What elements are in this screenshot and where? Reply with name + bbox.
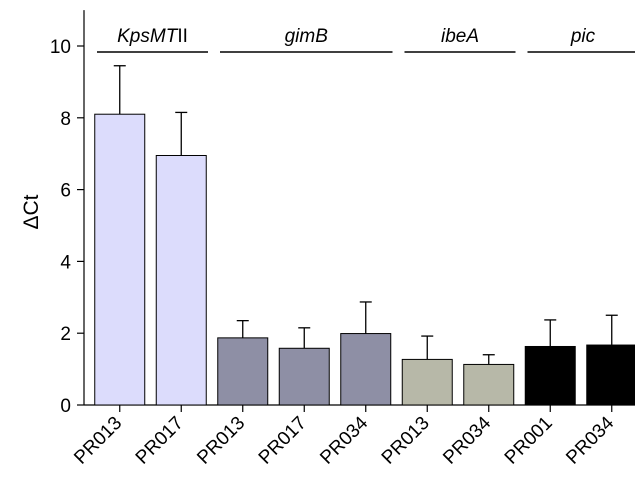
y-tick-label: 2 [60,324,71,345]
x-tick-label: PR001 [501,413,557,469]
x-tick-label: PR017 [255,413,311,469]
group-label: ibeA [441,26,479,47]
x-tick-label: PR013 [70,413,126,469]
group-label: KpsMTII [117,26,188,47]
bar [94,113,146,406]
bar [217,337,269,406]
bar [586,344,635,406]
x-tick-label: PR034 [316,412,372,468]
y-tick-label: 4 [60,252,71,273]
y-tick-label: 6 [60,181,71,202]
y-tick-label: 8 [60,109,71,130]
bar [524,345,576,406]
bar [401,358,453,406]
x-tick-label: PR034 [562,412,618,468]
y-axis-title: ΔCt [20,194,43,229]
x-tick-label: PR013 [378,413,434,469]
group-label: gimB [285,26,329,47]
group-label: pic [570,26,596,47]
x-tick-label: PR034 [439,412,495,468]
x-tick-label: PR013 [193,413,249,469]
bar [155,154,207,406]
x-tick-label: PR017 [132,413,188,469]
bar [340,333,392,406]
bar [463,363,515,406]
y-tick-label: 10 [50,37,71,58]
y-tick-label: 0 [60,396,71,417]
bar [278,347,330,406]
